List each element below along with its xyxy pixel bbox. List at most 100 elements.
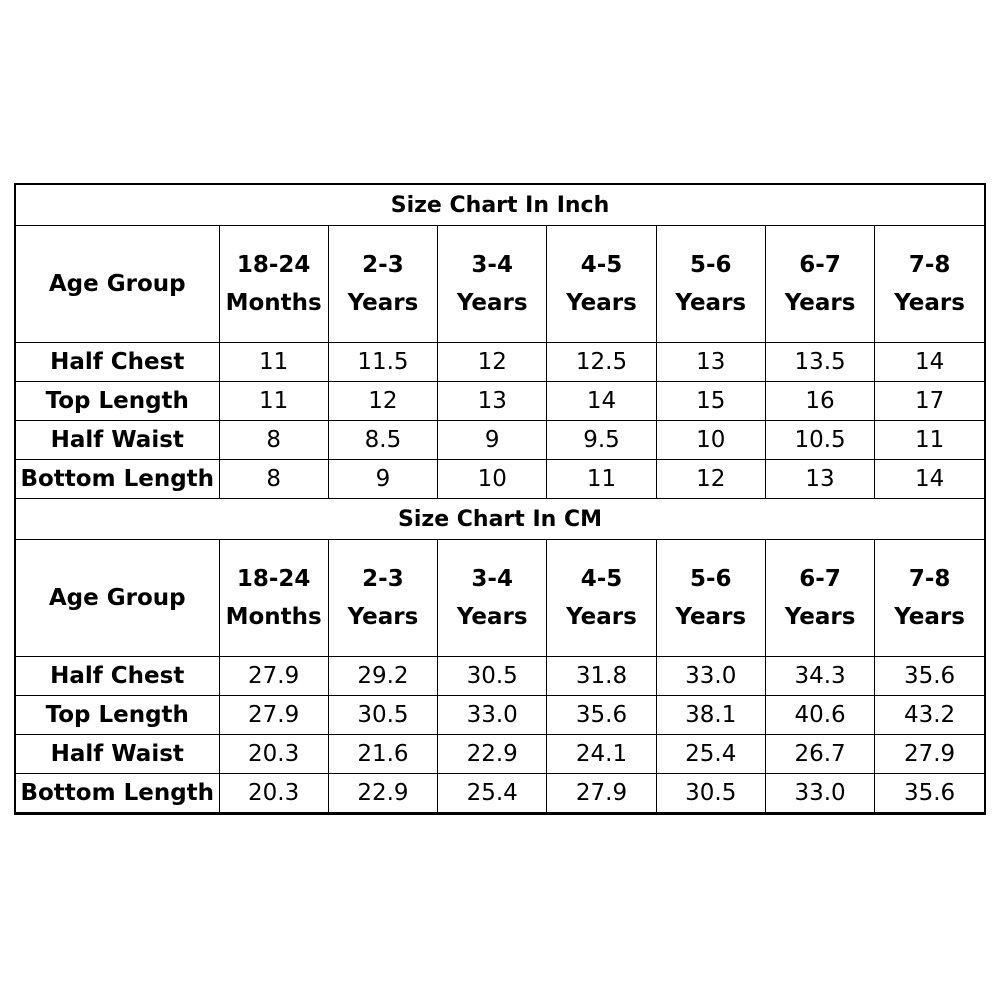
column-header-line: Years (894, 290, 965, 316)
row-label-cell: Half Waist (16, 734, 220, 774)
row-header: Age Group (48, 585, 186, 611)
row-label-cell: Half Chest (16, 342, 220, 382)
value: 11 (259, 349, 289, 375)
row-label-cell: Half Waist (16, 420, 220, 460)
value-cell: 11 (218, 381, 329, 421)
value: 11 (586, 466, 617, 492)
value: 8 (266, 466, 281, 492)
column-header-line: 6-7 (799, 252, 841, 278)
value-cell: 12 (655, 459, 766, 499)
value: 35.6 (575, 702, 628, 728)
title-row: Size Chart In Inch (16, 185, 984, 226)
value-cell: 12.5 (546, 342, 657, 382)
row-label: Half Chest (50, 663, 185, 689)
column-header-line: 7-8 (908, 252, 951, 278)
value-cell: 35.6 (874, 656, 984, 696)
value: 15 (696, 388, 726, 414)
data-row: Half Chest 11 11.5 12 12.5 13 13.5 14 (16, 342, 984, 382)
row-label: Bottom Length (20, 780, 215, 806)
header-row: Age Group 18-24 Months 2-3 Years 3-4 Years 4-5 Y… (16, 539, 984, 657)
value: 40.6 (794, 702, 846, 728)
value: 14 (914, 466, 945, 492)
value: 10.5 (794, 427, 846, 453)
column-header-cell: 4-5 Years (546, 225, 657, 343)
data-row: Bottom Length 8 9 10 11 12 13 14 (16, 459, 984, 499)
column-header-cell: 2-3 Years (327, 539, 439, 657)
value-cell: 27.9 (874, 734, 984, 774)
value: 34.3 (794, 663, 846, 689)
value: 25.4 (685, 741, 737, 767)
value-cell: 13.5 (764, 342, 876, 382)
value-cell: 14 (874, 459, 984, 499)
value-cell: 11 (874, 420, 984, 460)
table-title: Size Chart In CM (398, 506, 602, 532)
value-cell: 27.9 (218, 695, 329, 735)
value-cell: 35.6 (874, 773, 984, 813)
data-row: Bottom Length 20.3 22.9 25.4 27.9 30.5 33.0 35.… (16, 773, 984, 813)
value-cell: 25.4 (655, 734, 766, 774)
value: 38.1 (685, 702, 737, 728)
value: 30.5 (357, 702, 409, 728)
column-header-line: Months (225, 604, 322, 630)
value: 16 (805, 388, 835, 414)
value-cell: 8 (218, 420, 329, 460)
column-header-cell: 7-8 Years (874, 225, 984, 343)
size-chart: Size Chart In Inch Age Group 18-24 Months 2-… (14, 183, 986, 815)
value: 10 (696, 427, 726, 453)
column-header-line: Years (566, 290, 637, 316)
value-cell: 10 (655, 420, 766, 460)
value: 14 (586, 388, 617, 414)
column-header-cell: 18-24 Months (218, 539, 329, 657)
column-header-line: Years (566, 604, 637, 630)
value-cell: 30.5 (655, 773, 766, 813)
column-header-line: Months (225, 290, 322, 316)
value: 12 (368, 388, 398, 414)
value-cell: 9 (327, 459, 439, 499)
value-cell: 11 (218, 342, 329, 382)
value: 30.5 (685, 780, 737, 806)
value: 17 (914, 388, 945, 414)
value: 24.1 (575, 741, 628, 767)
value-cell: 43.2 (874, 695, 984, 735)
value: 35.6 (903, 780, 956, 806)
row-label-cell: Bottom Length (16, 459, 220, 499)
value: 31.8 (575, 663, 628, 689)
value: 11 (259, 388, 289, 414)
value: 27.9 (575, 780, 628, 806)
value: 22.9 (357, 780, 409, 806)
column-header-line: 5-6 (689, 566, 732, 592)
value: 26.7 (794, 741, 846, 767)
value-cell: 31.8 (546, 656, 657, 696)
data-row: Half Waist 20.3 21.6 22.9 24.1 25.4 26.7 27.9 (16, 734, 984, 774)
column-header-line: Years (675, 604, 747, 630)
value-cell: 33.0 (764, 773, 876, 813)
value: 9 (375, 466, 391, 492)
value-cell: 15 (655, 381, 766, 421)
column-header-cell: 5-6 Years (655, 225, 766, 343)
value-cell: 21.6 (327, 734, 439, 774)
value-cell: 11 (546, 459, 657, 499)
value-cell: 33.0 (655, 656, 766, 696)
value-cell: 20.3 (218, 734, 329, 774)
column-header-line: 5-6 (689, 252, 732, 278)
value-cell: 40.6 (764, 695, 876, 735)
value-cell: 26.7 (764, 734, 876, 774)
column-header-line: 4-5 (580, 566, 623, 592)
value: 27.9 (903, 741, 956, 767)
row-label: Half Chest (50, 349, 185, 375)
value-cell: 22.9 (327, 773, 439, 813)
value: 27.9 (248, 663, 300, 689)
value-cell: 24.1 (546, 734, 657, 774)
value-cell: 30.5 (437, 656, 548, 696)
table-body: Size Chart In Inch Age Group 18-24 Months 2-… (16, 185, 984, 813)
value: 10 (477, 466, 507, 492)
data-row: Top Length 27.9 30.5 33.0 35.6 38.1 40.6 43.2 (16, 695, 984, 735)
row-header: Age Group (48, 271, 186, 297)
value-cell: 20.3 (218, 773, 329, 813)
column-header-line: 18-24 (236, 252, 311, 278)
column-header-line: 3-4 (471, 252, 513, 278)
column-header-line: 3-4 (471, 566, 513, 592)
row-label-cell: Bottom Length (16, 773, 220, 813)
data-row: Half Waist 8 8.5 9 9.5 10 10.5 11 (16, 420, 984, 460)
